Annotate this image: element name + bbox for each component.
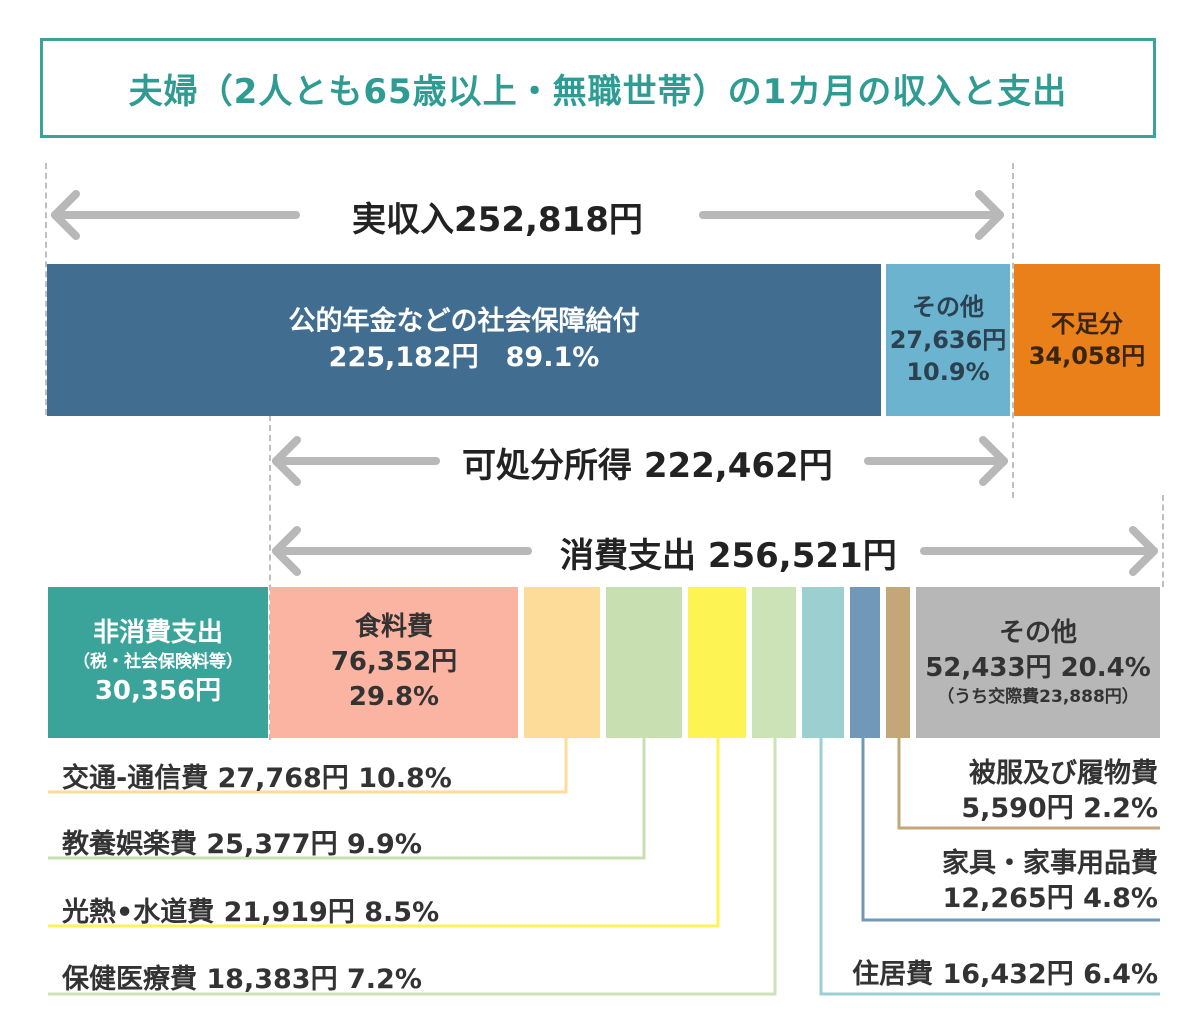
leader-clothing	[897, 738, 1160, 830]
guide-line-disposable-start	[269, 415, 271, 740]
guide-line-left	[45, 163, 47, 415]
shortfall-value: 34,058円	[1028, 342, 1146, 370]
clothing-value: 5,590円 2.2%	[961, 793, 1158, 825]
guide-line-right	[1162, 495, 1164, 587]
leader-utilities	[48, 738, 720, 928]
leader-furniture	[861, 738, 1160, 922]
income-arrow-left-head	[51, 190, 80, 240]
non-consumption-note: （税・社会保険料等）	[73, 652, 243, 673]
page-title: 夫婦（2人とも65歳以上・無職世帯）の1カ月の収入と支出	[128, 71, 1068, 112]
non-consumption-value: 30,356円	[94, 675, 222, 706]
health-segment	[752, 587, 796, 738]
housing-label: 住居費 16,432円 6.4%	[852, 959, 1158, 990]
income-pension-segment: 公的年金などの社会保障給付 225,182円 89.1%	[47, 264, 881, 416]
income-other-segment: その他 27,636円 10.9%	[886, 264, 1010, 416]
education-label: 教養娯楽費 25,377円 9.9%	[62, 829, 422, 860]
income-arrow-right-head	[975, 190, 1004, 240]
health-label: 保健医療費 18,383円 7.2%	[62, 964, 422, 995]
food-pct: 29.8%	[348, 682, 440, 713]
education-segment	[606, 587, 682, 738]
clothing-segment	[886, 587, 910, 738]
food-name: 食料費	[354, 611, 433, 642]
title-box: 夫婦（2人とも65歳以上・無職世帯）の1カ月の収入と支出	[40, 38, 1156, 138]
housing-segment	[802, 587, 844, 738]
income-other-pct: 10.9%	[906, 358, 990, 387]
leader-housing	[819, 738, 1160, 996]
shortfall-name: 不足分	[1051, 309, 1123, 338]
furniture-value: 12,265円 4.8%	[942, 883, 1158, 915]
other-expense-name: その他	[998, 617, 1077, 648]
leader-health	[48, 738, 777, 996]
consumption-arrow-right-head	[1129, 526, 1158, 576]
non-consumption-name: 非消費支出	[92, 617, 223, 648]
other-expense-note: （うち交際費23,888円）	[937, 687, 1139, 708]
pension-value: 225,182円 89.1%	[328, 342, 600, 373]
disposable-arrow-left-head	[272, 436, 301, 486]
clothing-label: 被服及び履物費 5,590円 2.2%	[961, 756, 1158, 826]
other-expense-segment: その他 52,433円 20.4% （うち交際費23,888円）	[916, 587, 1160, 738]
consumption-arrow-left-head	[272, 526, 301, 576]
pension-name: 公的年金などの社会保障給付	[288, 305, 640, 337]
income-other-name: その他	[912, 293, 984, 322]
guide-line-income-end	[1012, 163, 1014, 498]
income-total-label: 実収入252,818円	[352, 200, 643, 240]
transport-label: 交通-通信費 27,768円 10.8%	[62, 763, 452, 794]
non-consumption-segment: 非消費支出 （税・社会保険料等） 30,356円	[48, 587, 268, 738]
disposable-arrow-right-head	[979, 436, 1008, 486]
transport-segment	[524, 587, 600, 738]
utilities-segment	[688, 587, 746, 738]
clothing-name: 被服及び履物費	[969, 758, 1158, 789]
consumption-total-label: 消費支出 256,521円	[560, 536, 897, 576]
other-expense-value: 52,433円 20.4%	[925, 653, 1151, 684]
income-other-value: 27,636円	[889, 325, 1007, 354]
food-segment: 食料費 76,352円 29.8%	[270, 587, 518, 738]
leader-transport	[48, 738, 568, 794]
food-value: 76,352円	[330, 646, 458, 677]
utilities-label: 光熱•水道費 21,919円 8.5%	[62, 897, 440, 928]
furniture-label: 家具・家事用品費 12,265円 4.8%	[942, 846, 1158, 916]
disposable-income-label: 可処分所得 222,462円	[462, 446, 833, 486]
shortfall-segment: 不足分 34,058円	[1014, 264, 1160, 416]
leader-education	[48, 738, 646, 860]
furniture-name: 家具・家事用品費	[942, 848, 1158, 879]
furniture-segment	[850, 587, 880, 738]
